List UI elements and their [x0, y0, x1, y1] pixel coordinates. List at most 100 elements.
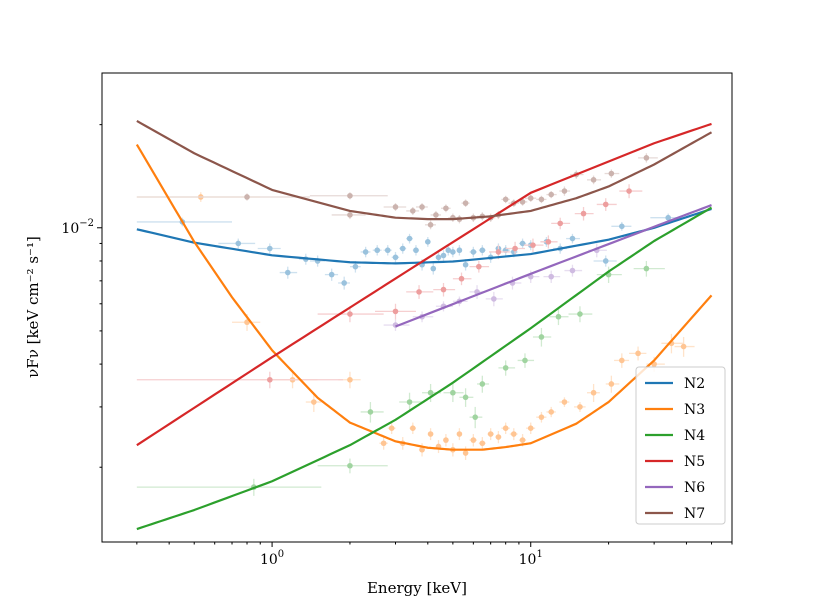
data-point-n7 [244, 194, 250, 200]
legend-box [635, 366, 726, 525]
model-line-n4 [136, 206, 713, 531]
data-point-n5 [267, 376, 273, 383]
data-point-n3 [608, 381, 615, 387]
data-point-n3 [495, 434, 502, 440]
data-point-n7 [433, 212, 439, 218]
data-point-n3 [527, 425, 534, 431]
data-point-n3 [487, 431, 494, 437]
data-point-n3 [456, 431, 463, 437]
data-point-n2 [445, 247, 452, 254]
data-point-n3 [502, 425, 509, 431]
data-point-n4 [450, 389, 456, 396]
data-point-n2 [430, 265, 437, 272]
data-point-n2 [267, 245, 273, 252]
data-point-n7 [502, 196, 509, 203]
data-point-n5 [458, 275, 465, 282]
data-point-n4 [367, 409, 374, 415]
data-point-n3 [619, 357, 625, 364]
data-point-n5 [476, 263, 482, 270]
data-point-n3 [347, 376, 353, 383]
data-point-n5 [557, 220, 564, 227]
data-point-n6 [491, 296, 497, 302]
model-line-n6 [395, 204, 712, 328]
data-point-n5 [626, 188, 632, 194]
data-point-n7 [548, 191, 555, 198]
data-point-n7 [608, 170, 615, 177]
data-point-n7 [527, 195, 534, 201]
data-point-n5 [392, 308, 399, 315]
data-point-n3 [561, 399, 568, 405]
data-point-n3 [244, 319, 250, 326]
data-point-n5 [495, 249, 502, 255]
data-point-n2 [425, 239, 431, 245]
model-line-n2 [136, 207, 712, 265]
data-point-n7 [410, 208, 416, 214]
x-tick-label-exponent: 1 [536, 549, 542, 560]
x-tick-label: 100 [260, 549, 284, 568]
data-point-n7 [427, 222, 434, 228]
model-line-n5 [136, 122, 712, 447]
data-point-n7 [590, 177, 597, 183]
data-point-n4 [479, 381, 486, 387]
data-point-n5 [545, 239, 552, 245]
y-tick-label-exponent: −2 [79, 218, 94, 229]
data-point-n3 [590, 389, 597, 396]
data-point-n5 [530, 242, 536, 248]
model-lines-layer [135, 120, 713, 531]
x-tick-label-base: 10 [519, 552, 537, 568]
data-point-n7 [347, 192, 353, 199]
data-point-n7 [538, 196, 545, 203]
data-point-n7 [561, 188, 568, 194]
data-point-n2 [235, 240, 242, 247]
data-point-n4 [538, 334, 545, 340]
data-point-n2 [450, 249, 456, 255]
data-point-n3 [519, 437, 526, 443]
data-point-n2 [384, 247, 391, 254]
model-line-n7 [136, 120, 713, 221]
data-point-n2 [406, 235, 413, 242]
data-point-n2 [440, 252, 447, 259]
legend-label-n7: N7 [684, 506, 705, 522]
y-tick-label: 10−2 [61, 218, 94, 237]
data-point-n2 [284, 269, 291, 276]
data-point-n2 [470, 249, 477, 255]
data-point-n2 [602, 258, 609, 264]
data-point-n3 [479, 440, 486, 447]
data-point-n3 [443, 437, 449, 443]
data-point-n4 [502, 365, 509, 371]
plot-frame [101, 72, 733, 543]
data-point-n2 [569, 235, 576, 242]
data-point-n2 [456, 247, 463, 254]
data-point-n7 [392, 204, 399, 210]
data-point-n3 [635, 350, 641, 357]
data-point-n3 [548, 409, 555, 415]
data-point-n4 [522, 357, 528, 364]
x-tick-label-exponent: 0 [278, 549, 284, 560]
data-point-n5 [440, 286, 447, 293]
data-point-n3 [380, 440, 387, 447]
data-point-n2 [413, 247, 419, 254]
data-point-n3 [470, 437, 477, 443]
legend-label-n2: N2 [684, 376, 705, 392]
data-point-n7 [419, 204, 425, 210]
data-point-n6 [548, 273, 555, 280]
data-point-n4 [406, 399, 413, 405]
data-point-n3 [462, 450, 469, 456]
data-point-n5 [416, 289, 422, 295]
data-point-n3 [577, 404, 583, 410]
y-tick-label-base: 10 [61, 221, 79, 237]
data-point-n7 [462, 200, 469, 206]
data-point-n5 [602, 201, 609, 208]
data-point-n4 [472, 414, 479, 420]
data-point-n2 [435, 254, 442, 261]
data-point-n2 [665, 214, 671, 221]
data-point-n2 [362, 249, 369, 255]
data-point-n3 [410, 425, 416, 431]
model-line-n3 [135, 143, 713, 451]
data-point-n3 [419, 446, 425, 453]
data-point-n7 [519, 199, 526, 205]
legend-label-n4: N4 [684, 428, 705, 444]
data-point-n4 [643, 265, 650, 272]
